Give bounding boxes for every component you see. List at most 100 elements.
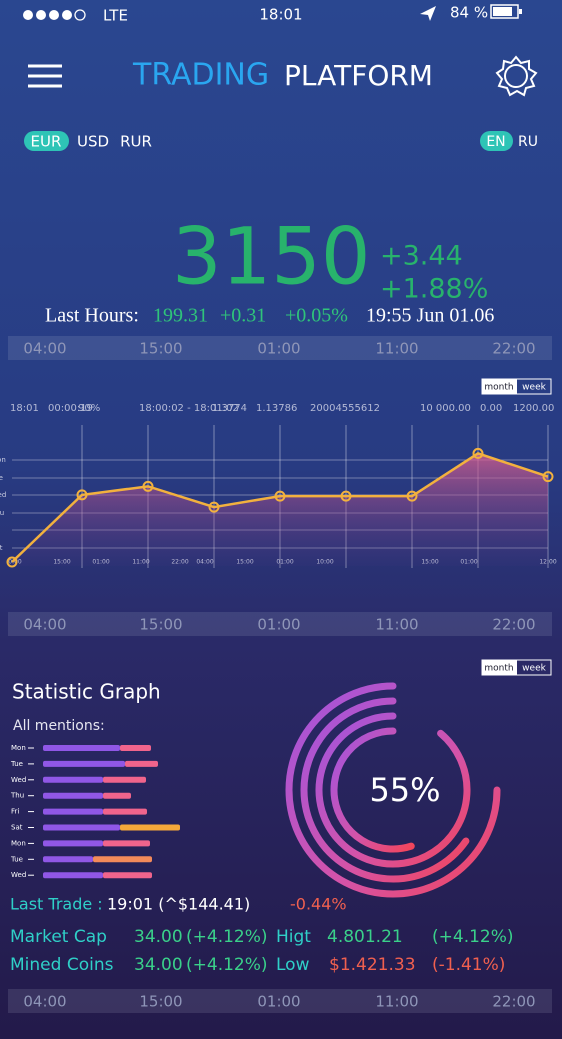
bar-label: Tue <box>10 760 23 768</box>
active-pill <box>480 131 513 151</box>
row-label: Tue <box>0 474 3 482</box>
menu-button[interactable] <box>28 64 62 88</box>
statistic-title: Statistic Graph <box>12 680 161 704</box>
tab-active <box>482 660 517 675</box>
timeline-bar <box>8 989 552 1013</box>
chart-header-value: 18:01 <box>10 403 39 414</box>
stat-label: Higt <box>276 927 311 947</box>
bar-segment <box>93 856 152 863</box>
bar-segment <box>43 760 125 767</box>
bar-segment <box>43 776 103 783</box>
bar-segment <box>103 808 147 815</box>
bar-segment <box>120 745 151 751</box>
stat-change: -0.44% <box>290 895 347 914</box>
stat-value: 19:01 (^$144.41) <box>107 895 250 914</box>
last-hours-value: 199.31 <box>153 305 208 327</box>
bar-label: Thu <box>10 792 24 800</box>
bar-segment <box>103 792 131 799</box>
tab[interactable]: week <box>522 664 546 674</box>
bar-label: Mon <box>11 839 26 847</box>
bar-segment <box>43 856 93 863</box>
stat-label: Last Trade : <box>10 895 103 914</box>
timeline-bar <box>8 336 552 360</box>
point <box>6 556 18 568</box>
row-label: Wed <box>0 491 6 499</box>
chart-header-value: 1200.00 <box>513 403 554 414</box>
stat-change: (-1.41%) <box>432 955 505 975</box>
battery-icon <box>490 4 522 19</box>
currency[interactable]: EUR <box>31 133 62 151</box>
language[interactable]: EN <box>486 134 505 150</box>
stat-value: 34.00 <box>134 927 183 947</box>
chart-header-value: 10 000.00 <box>420 403 471 414</box>
title-accent: TRADING <box>132 58 269 93</box>
row-label: Thu <box>0 509 4 517</box>
signal <box>23 9 86 21</box>
chart-header-value: 1.3774 <box>212 403 247 414</box>
tab[interactable]: month <box>484 383 513 393</box>
chart-header-value: 20004555612 <box>310 403 380 414</box>
change: +3.44 <box>380 241 463 272</box>
stat-label: Low <box>276 955 310 975</box>
chart-header-value: 00:00:19 <box>48 403 93 414</box>
timeline-label: 15:00 <box>139 993 182 1011</box>
timeline-label: 11:00 <box>375 993 418 1011</box>
point <box>472 447 484 459</box>
bar-label: Wed <box>11 776 26 784</box>
point <box>274 490 286 502</box>
title: PLATFORM <box>284 59 433 92</box>
bar-segment <box>43 745 120 751</box>
settings-button[interactable] <box>495 55 538 97</box>
currency[interactable]: RUR <box>120 133 152 151</box>
bar-segment <box>43 840 103 847</box>
gauge-value <box>330 727 415 853</box>
chart-header-value: 18:00:02 - 18:01:02 <box>139 403 239 414</box>
point <box>406 490 418 502</box>
timeline-label: 11:00 <box>375 340 418 358</box>
area <box>12 453 548 566</box>
stat-label: Market Cap <box>10 927 107 947</box>
bar-segment <box>103 872 152 879</box>
tab-active <box>482 379 517 394</box>
timeline-label: 22:00 <box>492 616 535 634</box>
point <box>142 480 154 492</box>
stat-value: 34.00 <box>134 955 183 975</box>
timeline-label: 01:00 <box>257 616 300 634</box>
language[interactable]: RU <box>518 134 538 150</box>
bar-segment <box>43 824 120 831</box>
timeline-label: 01:00 <box>257 340 300 358</box>
clock: 18:01 <box>259 6 302 24</box>
bar-segment <box>103 840 150 847</box>
line <box>11 452 549 563</box>
row-label: Sat <box>0 544 3 552</box>
chart-header-value: 1.13786 <box>256 403 297 414</box>
bar-segment <box>125 760 158 767</box>
tab[interactable]: week <box>522 383 546 393</box>
network: LTE <box>103 7 128 25</box>
stat-value: 4.801.21 <box>327 927 403 947</box>
bar-segment <box>43 808 103 815</box>
battery-text: 84 % <box>450 4 488 22</box>
chart-header-value: 0.00 <box>480 403 502 414</box>
active-pill <box>24 131 69 151</box>
price: 3150 <box>172 212 371 302</box>
statistic-subtitle: All mentions: <box>13 718 105 734</box>
bar-label: Mon <box>11 744 26 752</box>
bar-label: Fri <box>11 808 19 816</box>
point <box>542 471 554 483</box>
point <box>208 501 220 513</box>
bar-segment <box>43 872 103 879</box>
stat-value: $1.421.33 <box>329 955 416 975</box>
timeline-label: 22:00 <box>492 993 535 1011</box>
timeline-label: 15:00 <box>139 616 182 634</box>
change-percent: +1.88% <box>380 274 488 305</box>
currency[interactable]: USD <box>77 133 109 151</box>
timeline-label: 01:00 <box>257 993 300 1011</box>
bar-label: Tue <box>10 855 23 863</box>
timeline-label: 15:00 <box>139 340 182 358</box>
point <box>340 490 352 502</box>
stat-change: (+4.12%) <box>432 927 514 947</box>
tab[interactable]: month <box>484 664 513 674</box>
last-hours-time: 19:55 Jun 01.06 <box>366 305 494 327</box>
